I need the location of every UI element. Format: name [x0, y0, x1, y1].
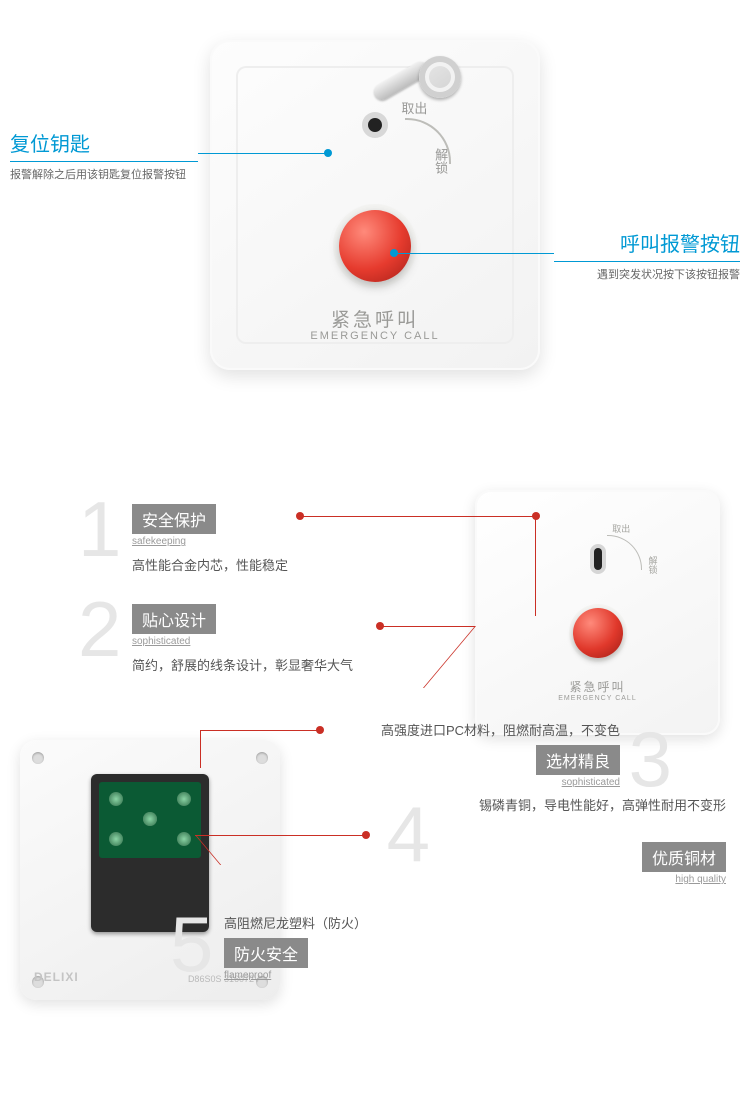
feature-tag: 优质铜材: [642, 842, 726, 872]
feature-tag-en: flameproof: [224, 970, 367, 981]
pointer-line: [195, 835, 365, 836]
feature-item-2: 2 贴心设计 sophisticated 简约，舒展的线条设计，彰显奢华大气: [0, 590, 750, 700]
callout-line: [394, 253, 554, 254]
feature-desc: 高性能合金内芯，性能稳定: [132, 555, 288, 574]
callout-desc: 遇到突发状况按下该按钮报警: [554, 266, 740, 282]
feature-item-5: 5 高阻燃尼龙塑料（防火） 防火安全 flameproof: [0, 905, 750, 1005]
key-label-out: 取出: [401, 98, 427, 117]
feature-number: 4: [387, 795, 430, 873]
callout-dot: [390, 249, 398, 257]
feature-tag-en: safekeeping: [132, 536, 288, 547]
callout-underline: [10, 161, 198, 162]
feature-tag: 选材精良: [536, 745, 620, 775]
pointer-dot: [362, 831, 370, 839]
pointer-line: [300, 516, 535, 517]
feature-tag-en: sophisticated: [381, 777, 620, 788]
feature-item-1: 1 安全保护 safekeeping 高性能合金内芯，性能稳定: [0, 490, 750, 590]
feature-tag-en: sophisticated: [132, 636, 353, 647]
features-section: 取出 解锁 紧急呼叫 EMERGENCY CALL 1 安全保护 safekee…: [0, 490, 750, 1005]
key-label-unlock: 解锁: [431, 148, 450, 174]
pointer-line: [380, 626, 475, 627]
callout-alarm-button: 呼叫报警按钮 遇到突发状况按下该按钮报警: [554, 228, 740, 282]
reset-key-head: [419, 56, 461, 98]
pointer-line: [195, 835, 221, 865]
pointer-line: [200, 730, 320, 731]
callout-desc: 报警解除之后用该钥匙复位报警按钮: [10, 166, 198, 182]
feature-tag: 贴心设计: [132, 604, 216, 634]
feature-tag: 安全保护: [132, 504, 216, 534]
callout-title: 复位钥匙: [10, 128, 198, 157]
callout-title: 呼叫报警按钮: [554, 228, 740, 257]
callout-dot: [324, 149, 332, 157]
pointer-line: [200, 730, 201, 768]
emergency-call-button[interactable]: [339, 210, 411, 282]
panel-label-en: EMERGENCY CALL: [210, 330, 540, 342]
feature-item-4: 4 锡磷青铜，导电性能好，高弹性耐用不变形 优质铜材 high quality: [0, 795, 750, 905]
pointer-dot: [376, 622, 384, 630]
callout-reset-key: 复位钥匙 报警解除之后用该钥匙复位报警按钮: [10, 128, 198, 182]
pointer-dot: [296, 512, 304, 520]
feature-desc: 高强度进口PC材料，阻燃耐高温，不变色: [381, 720, 620, 739]
pointer-line: [423, 626, 476, 688]
callout-line: [198, 153, 328, 154]
product-panel-large: 取出 解锁 紧急呼叫 EMERGENCY CALL: [210, 40, 540, 370]
feature-number: 1: [78, 490, 121, 568]
feature-desc: 高阻燃尼龙塑料（防火）: [224, 913, 367, 932]
feature-tag-en: high quality: [479, 874, 726, 885]
feature-number: 2: [78, 590, 121, 668]
feature-number: 3: [629, 720, 672, 798]
feature-desc: 锡磷青铜，导电性能好，高弹性耐用不变形: [479, 795, 726, 814]
key-slot: [368, 118, 382, 132]
feature-desc: 简约，舒展的线条设计，彰显奢华大气: [132, 655, 353, 674]
panel-label-cn: 紧急呼叫: [210, 305, 540, 332]
hero-section: 取出 解锁 紧急呼叫 EMERGENCY CALL 复位钥匙 报警解除之后用该钥…: [0, 0, 750, 450]
feature-tag: 防火安全: [224, 938, 308, 968]
pointer-dot: [532, 512, 540, 520]
callout-underline: [554, 261, 740, 262]
feature-number: 5: [170, 905, 213, 983]
pointer-dot: [316, 726, 324, 734]
panel-inner-frame: [236, 66, 514, 344]
